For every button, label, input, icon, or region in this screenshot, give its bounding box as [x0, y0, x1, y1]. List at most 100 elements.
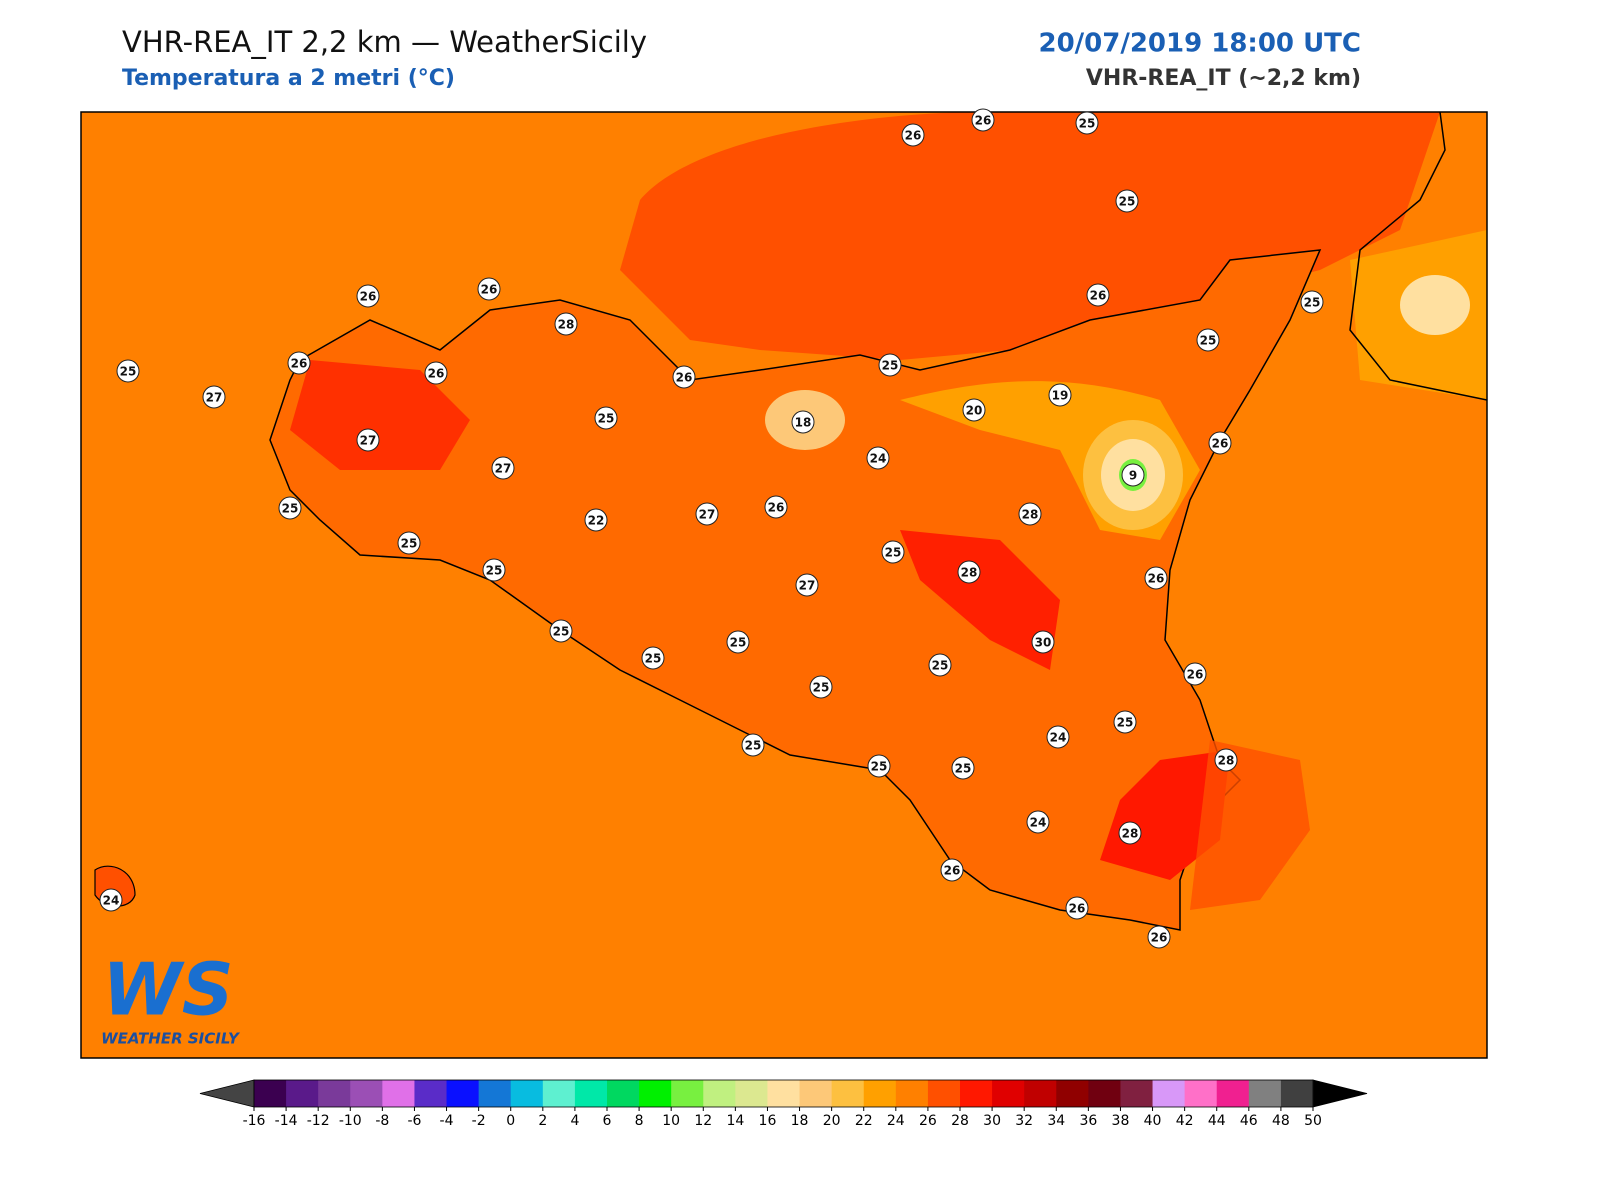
colorbar-under: [199, 1079, 255, 1108]
station-marker: [584, 508, 608, 532]
station-value: 28: [961, 566, 978, 580]
station-marker: [971, 108, 995, 132]
station-marker: [791, 410, 815, 434]
station-value: 26: [1090, 289, 1107, 303]
station-value: 28: [1218, 754, 1235, 768]
station-marker: [901, 123, 925, 147]
colorbar-segment: [767, 1080, 801, 1107]
station-marker: [1065, 896, 1089, 920]
colorbar-segment: [1056, 1080, 1089, 1107]
colorbar-segment: [1280, 1080, 1314, 1107]
stations: 26 26 25 25 26 26 28 26 25 25 26 26 27 26 25 25 20 19 25 18…: [99, 108, 1324, 949]
colorbar-tick-label: 0: [506, 1113, 515, 1129]
colorbar-segment: [863, 1080, 897, 1107]
station-value: 28: [1122, 827, 1139, 841]
colorbar-segment: [895, 1080, 929, 1107]
colorbar-tick-label: 50: [1304, 1113, 1322, 1129]
colorbar-segment: [414, 1080, 448, 1107]
station-value: 25: [932, 659, 949, 673]
station-marker: [356, 428, 380, 452]
station-value: 25: [885, 546, 902, 560]
station-value: 22: [588, 514, 605, 528]
station-marker: [594, 406, 618, 430]
colorbar-segment: [831, 1080, 865, 1107]
station-value: 27: [206, 391, 223, 405]
station-value: 25: [1119, 195, 1136, 209]
colorbar-tick-label: 30: [983, 1113, 1001, 1129]
warm-area: [1190, 740, 1310, 910]
colorbar-tick-label: 14: [726, 1113, 744, 1129]
colorbar-segment: [1024, 1080, 1057, 1107]
colorbar-segment: [382, 1080, 415, 1107]
station-value: 19: [1052, 389, 1069, 403]
colorbar-frame: [253, 1079, 1314, 1108]
station-value: 26: [1151, 931, 1168, 945]
station-value: 27: [699, 508, 716, 522]
station-value: 27: [495, 462, 512, 476]
colorbar-tick-label: 18: [791, 1113, 809, 1129]
colorbar-tick-label: 42: [1176, 1113, 1194, 1129]
station-value: 20: [966, 404, 983, 418]
station-marker: [1144, 566, 1168, 590]
station-marker: [1196, 328, 1220, 352]
station-marker: [549, 619, 573, 643]
station-marker: [1018, 502, 1042, 526]
station-marker: [424, 361, 448, 385]
station-value: 27: [360, 434, 377, 448]
colorbar-tick-label: -12: [307, 1113, 330, 1129]
station-marker: [1118, 821, 1142, 845]
station-value: 25: [598, 412, 615, 426]
station-value: 26: [428, 367, 445, 381]
station-marker: [809, 675, 833, 699]
station-marker: [695, 502, 719, 526]
colorbar-segment: [960, 1080, 993, 1107]
colorbar-tick-label: 32: [1015, 1113, 1033, 1129]
colorbar-tick-label: 10: [662, 1113, 680, 1129]
colorbar-tick-label: -16: [243, 1113, 266, 1129]
colorbar-segment: [1184, 1080, 1218, 1107]
station-value: 25: [1304, 296, 1321, 310]
station-value: 25: [1117, 716, 1134, 730]
station-value: 25: [730, 636, 747, 650]
colorbar-segment: [703, 1080, 736, 1107]
colorbar-segment: [639, 1080, 672, 1107]
station-marker: [356, 284, 380, 308]
station-marker: [881, 540, 905, 564]
station-value: 24: [1050, 731, 1067, 745]
station-value: 9: [1129, 469, 1137, 483]
station-marker: [1086, 283, 1110, 307]
station-value: 26: [1187, 668, 1204, 682]
station-value: 25: [645, 652, 662, 666]
station-marker: [1026, 810, 1050, 834]
colorbar-tick-label: 12: [694, 1113, 712, 1129]
colorbar-tick-label: 2: [538, 1113, 547, 1129]
station-marker: [477, 277, 501, 301]
colorbar-tick-label: 26: [919, 1113, 937, 1129]
colorbar-segment: [574, 1080, 608, 1107]
colorbar-segment: [318, 1080, 351, 1107]
colorbar-segment: [1088, 1080, 1121, 1107]
station-marker: [1214, 748, 1238, 772]
map-frame: [80, 111, 1488, 1059]
station-marker: [1300, 290, 1324, 314]
colorbar-tick-label: 24: [887, 1113, 905, 1129]
station-marker: [672, 365, 696, 389]
colorbar-tick-label: 40: [1144, 1113, 1162, 1129]
colorbar-tick-label: 4: [570, 1113, 579, 1129]
colorbar-segment: [478, 1080, 512, 1107]
station-marker: [741, 733, 765, 757]
colorbar-segment: [671, 1080, 704, 1107]
station-value: 25: [955, 762, 972, 776]
map: [81, 112, 1487, 1058]
colorbar-tick-label: 46: [1240, 1113, 1258, 1129]
colorbar-tick-label: 48: [1272, 1113, 1290, 1129]
station-value: 28: [558, 318, 575, 332]
station-value: 26: [360, 290, 377, 304]
station-value: 24: [1030, 816, 1047, 830]
station-value: 25: [813, 681, 830, 695]
station-marker: [951, 756, 975, 780]
station-value: 26: [676, 371, 693, 385]
station-marker: [878, 353, 902, 377]
datetime: 20/07/2019 18:00 UTC: [1038, 29, 1361, 59]
